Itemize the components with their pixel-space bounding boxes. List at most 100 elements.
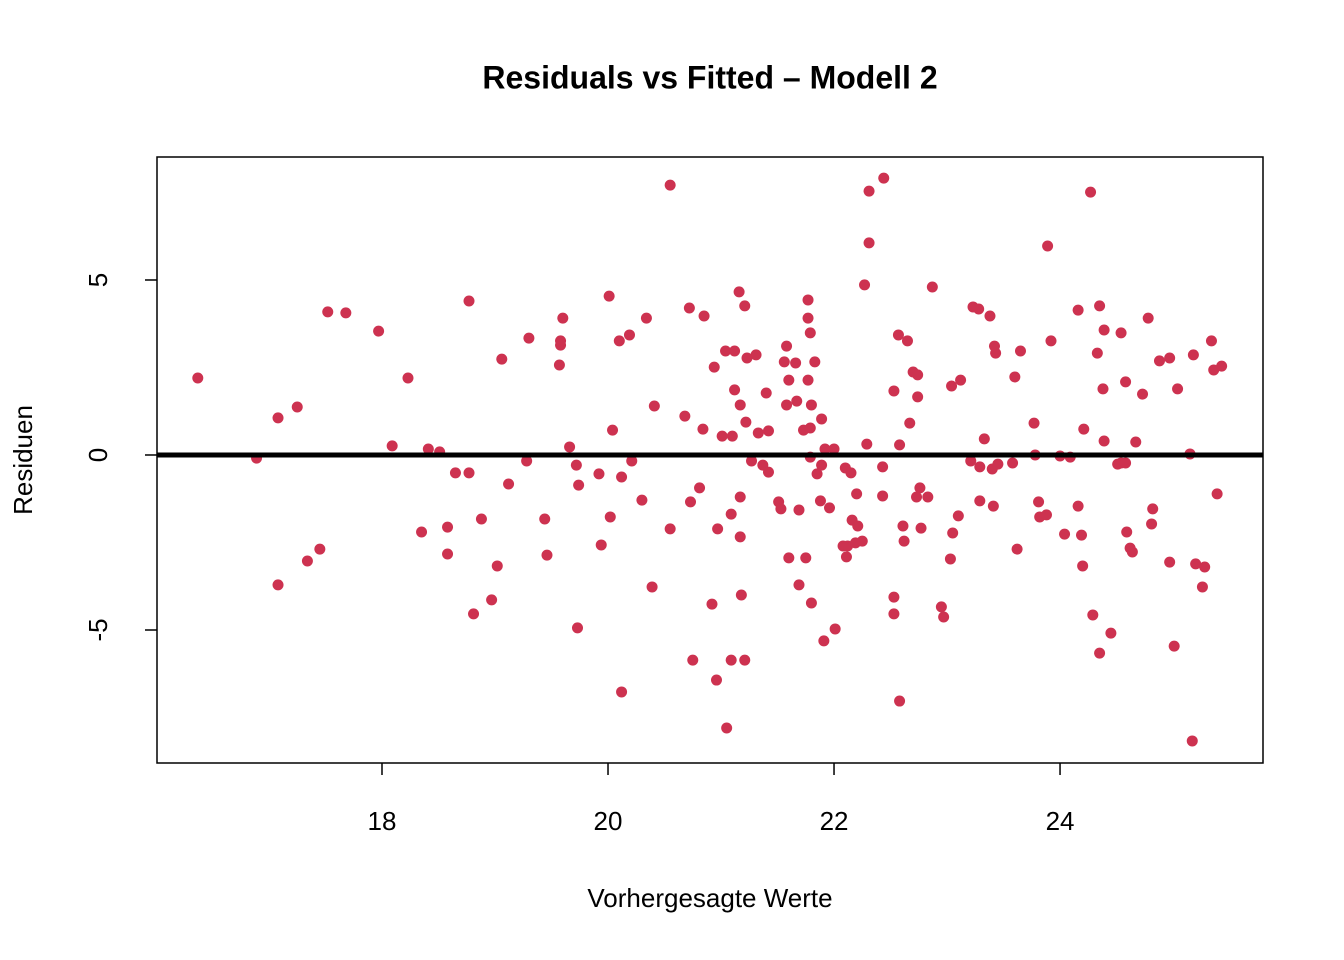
point [1091, 347, 1103, 359]
point [683, 302, 695, 314]
point [1211, 488, 1223, 500]
point [322, 306, 334, 318]
point [725, 508, 737, 520]
point [845, 467, 857, 479]
point [570, 459, 582, 471]
y-tick-label: 5 [83, 273, 113, 287]
point [1077, 560, 1089, 572]
point [1076, 529, 1088, 541]
point [1130, 436, 1142, 448]
point [783, 374, 795, 386]
point [790, 357, 802, 369]
point [955, 374, 967, 386]
point [863, 185, 875, 197]
point [1121, 526, 1133, 538]
point [762, 425, 774, 437]
point [863, 237, 875, 249]
point [973, 303, 985, 315]
point [946, 380, 958, 392]
point [947, 527, 959, 539]
point [1172, 383, 1184, 395]
x-axis-label: Vorhergesagte Werte [587, 883, 832, 913]
point [1078, 423, 1090, 435]
y-tick-label: 0 [83, 448, 113, 462]
point [1147, 503, 1159, 515]
point [697, 423, 709, 435]
point [1059, 528, 1071, 540]
point [778, 356, 790, 368]
point [805, 399, 817, 411]
point [664, 523, 676, 535]
point [291, 401, 303, 413]
x-tick-label: 22 [820, 806, 849, 836]
point [1105, 627, 1117, 639]
point [1028, 417, 1040, 429]
point [781, 340, 793, 352]
point [636, 494, 648, 506]
point [824, 502, 836, 514]
point [192, 372, 204, 384]
point [974, 461, 986, 473]
point [912, 369, 924, 381]
point [974, 495, 986, 507]
point [442, 521, 454, 533]
point [816, 413, 828, 425]
point [1094, 300, 1106, 312]
point [911, 491, 923, 503]
point [741, 352, 753, 364]
chart-title: Residuals vs Fitted – Modell 2 [482, 59, 937, 95]
point [897, 520, 909, 532]
point [888, 591, 900, 603]
point [965, 455, 977, 467]
point [557, 312, 569, 324]
point [739, 300, 751, 312]
point [449, 467, 461, 479]
point [914, 482, 926, 494]
point [729, 384, 741, 396]
point [402, 372, 414, 384]
point [1196, 581, 1208, 593]
point [386, 440, 398, 452]
point [1097, 383, 1109, 395]
point [733, 286, 745, 298]
point [595, 539, 607, 551]
point [553, 359, 565, 371]
point [694, 482, 706, 494]
point [1137, 388, 1149, 400]
point [935, 601, 947, 613]
point [952, 510, 964, 522]
point [1094, 647, 1106, 659]
point [762, 466, 774, 478]
point [1009, 371, 1021, 383]
point [416, 526, 428, 538]
point [818, 635, 830, 647]
point [877, 461, 889, 473]
point [698, 310, 710, 322]
point [571, 622, 583, 634]
point [463, 467, 475, 479]
point [720, 345, 732, 357]
point [1115, 327, 1127, 339]
point [901, 335, 913, 347]
point [716, 430, 728, 442]
point [987, 500, 999, 512]
point [944, 553, 956, 565]
point [607, 424, 619, 436]
point [468, 608, 480, 620]
point [272, 579, 284, 591]
y-axis-label: Residuen [8, 405, 38, 515]
point [1187, 349, 1199, 361]
point [564, 441, 576, 453]
point [1040, 509, 1052, 521]
point [892, 329, 904, 341]
point [912, 391, 924, 403]
point [491, 560, 503, 572]
point [555, 335, 567, 347]
point [760, 387, 772, 399]
point [894, 439, 906, 451]
point [888, 385, 900, 397]
point [1072, 304, 1084, 316]
point [898, 535, 910, 547]
point [735, 589, 747, 601]
